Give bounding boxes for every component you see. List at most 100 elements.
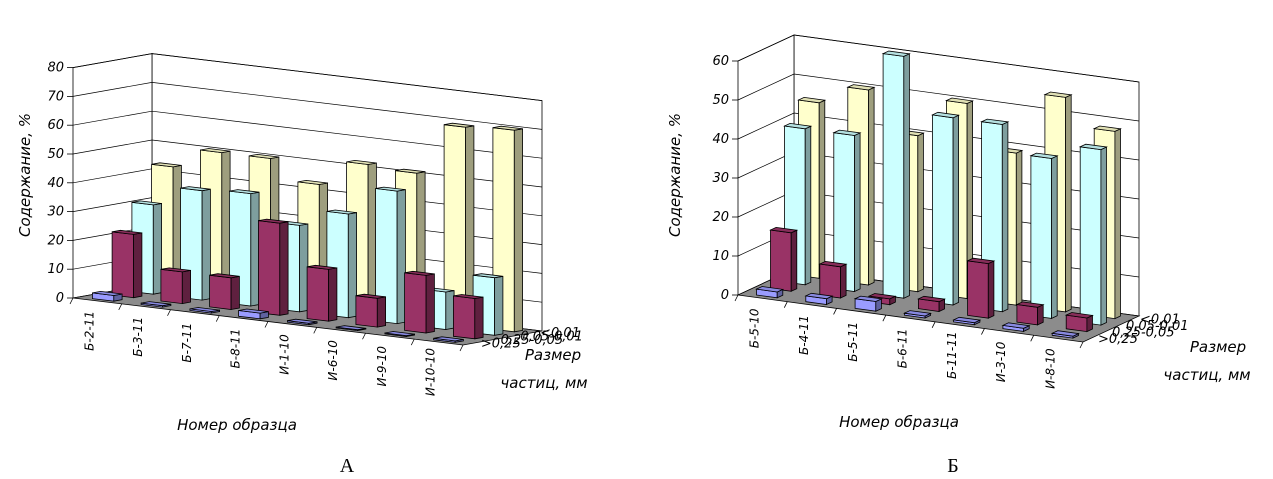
series-label: <0,01: [540, 326, 580, 341]
bar-side-face: [201, 188, 211, 301]
bar: [853, 295, 883, 312]
bar-side-face: [133, 232, 143, 299]
bar-top-face: [346, 159, 377, 165]
bar: [804, 292, 834, 306]
x-tick-mark: [410, 338, 415, 346]
bar-side-face: [868, 86, 875, 286]
bar-side-face: [494, 275, 504, 336]
bar: [111, 229, 143, 299]
bar-front-face: [306, 266, 330, 322]
bar: [452, 294, 484, 340]
y-tick-label: 50: [712, 93, 729, 108]
bar-top-face: [404, 270, 435, 276]
gridline: [737, 34, 1140, 83]
bar-side-face: [952, 114, 959, 306]
depth-axis-title-line: частиц, мм: [1163, 366, 1250, 384]
chart-a: 0 10 20 30 40 50 60 70 80 Б-2-11 Б-3-11 Б-7-11 Б-8-1…: [16, 53, 588, 477]
bar-top-face: [797, 96, 827, 104]
bar-top-face: [903, 310, 932, 317]
bar-top-face: [238, 308, 269, 314]
bar-top-face: [209, 273, 240, 279]
bar-top-face: [1050, 330, 1080, 337]
bar-side-face: [804, 125, 812, 286]
bar-side-face: [230, 275, 240, 310]
x-tick-mark: [118, 303, 123, 311]
bar-side-face: [347, 212, 358, 319]
series-label: >0,25: [1098, 332, 1138, 347]
y-tick-label: 10: [47, 262, 64, 277]
bar-top-face: [307, 264, 337, 270]
x-tick-mark: [313, 327, 318, 334]
x-tick-label: Б-11-11: [945, 331, 959, 378]
bar-top-face: [444, 122, 474, 128]
x-tick-mark: [215, 315, 220, 322]
bar: [917, 295, 946, 313]
series-label: 0,05-0,01: [1126, 319, 1189, 334]
gridline: [72, 53, 543, 101]
bar-top-face: [832, 129, 862, 136]
bar-side-face: [1114, 128, 1121, 320]
x-tick-mark: [882, 314, 887, 322]
bar-top-face: [258, 218, 289, 224]
y-tick-label: 50: [47, 147, 64, 162]
x-tick-mark: [981, 328, 985, 335]
bar-top-face: [492, 125, 523, 131]
bar: [160, 267, 192, 305]
bar-side-face: [818, 99, 826, 279]
bar: [952, 316, 982, 326]
bar-side-face: [917, 132, 924, 293]
y-tick-label: 30: [712, 171, 729, 186]
bar-top-face: [395, 168, 426, 174]
bar-side-face: [152, 203, 163, 295]
bar-front-face: [209, 274, 232, 310]
bar-top-face: [433, 336, 464, 342]
bar-top-face: [966, 257, 996, 265]
y-tick-label: 40: [47, 176, 64, 191]
bar: [1050, 330, 1080, 339]
series-label: 0,25-0,05: [1112, 325, 1175, 340]
bar-side-face: [1037, 304, 1044, 326]
x-tick-label: Б-5-10: [748, 308, 762, 348]
x-tick-mark: [167, 309, 171, 316]
bar-top-face: [249, 153, 279, 159]
bar-top-face: [384, 331, 415, 337]
gridline: [72, 110, 543, 159]
bar: [903, 310, 932, 319]
bar-side-face: [299, 223, 309, 313]
bar-front-face: [257, 220, 281, 316]
bar-front-face: [1079, 146, 1102, 326]
bar: [1015, 301, 1045, 326]
bar: [1001, 322, 1031, 333]
x-tick-label: И-3-10: [994, 341, 1008, 382]
bar-top-face: [1043, 91, 1073, 98]
x-axis-title: Номер образца: [839, 413, 959, 431]
bar-side-face: [854, 132, 861, 293]
bar: [384, 331, 416, 337]
bar-top-face: [853, 295, 883, 302]
x-tick-mark: [362, 333, 366, 340]
bar: [335, 325, 367, 332]
bar: [1078, 143, 1108, 326]
y-tick-label: 20: [47, 233, 64, 248]
x-tick-mark: [1079, 341, 1084, 349]
bar-side-face: [474, 296, 484, 340]
bar: [140, 301, 172, 308]
bar: [832, 129, 862, 293]
bar-top-face: [1029, 152, 1059, 159]
bar-top-face: [180, 186, 211, 192]
bar-side-face: [425, 273, 435, 334]
bar-side-face: [790, 229, 798, 292]
bar-top-face: [326, 209, 357, 215]
bar-top-face: [131, 200, 162, 206]
bar-side-face: [367, 162, 377, 315]
bar-top-face: [952, 316, 982, 324]
bar-top-face: [980, 118, 1010, 125]
bar-top-face: [783, 122, 813, 130]
x-tick-label: И-8-10: [1043, 348, 1057, 389]
bar-front-face: [932, 114, 954, 306]
bar-side-face: [279, 221, 289, 316]
x-tick-mark: [833, 308, 837, 315]
bar-top-face: [945, 97, 974, 104]
depth-axis-title-line: частиц, мм: [500, 374, 587, 392]
x-tick-label: Б-6-11: [896, 329, 910, 369]
